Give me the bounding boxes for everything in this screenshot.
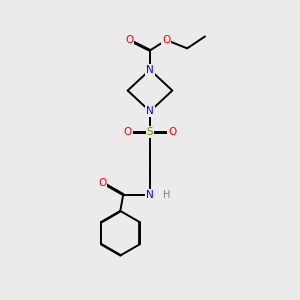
Text: O: O (98, 178, 106, 188)
Text: N: N (146, 65, 154, 75)
Text: H: H (163, 190, 170, 200)
Text: N: N (146, 190, 154, 200)
Text: O: O (125, 35, 133, 45)
Text: O: O (162, 35, 170, 45)
Text: N: N (146, 106, 154, 116)
Text: O: O (124, 127, 132, 137)
Text: S: S (147, 127, 153, 137)
Text: O: O (168, 127, 176, 137)
